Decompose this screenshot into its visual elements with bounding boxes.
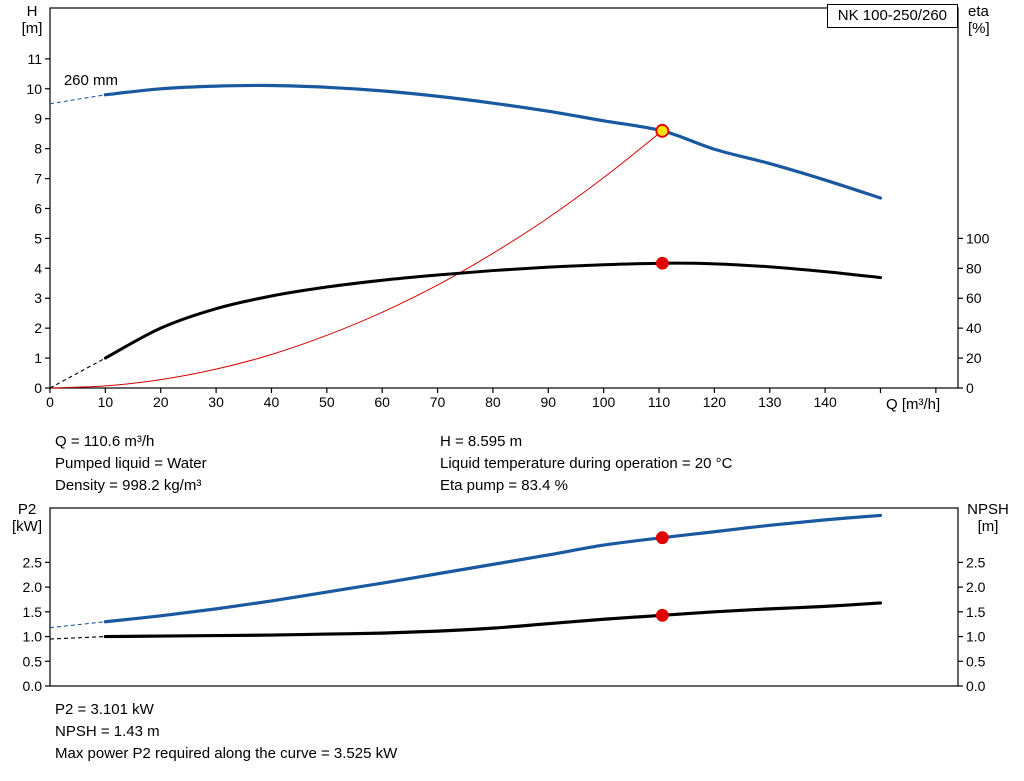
duty-info-left: Q = 110.6 m³/h Pumped liquid = Water Den… bbox=[55, 431, 207, 497]
max-power-line: Max power P2 required along the curve = … bbox=[55, 745, 398, 762]
head-chart-x-tick-label: 90 bbox=[541, 394, 557, 410]
head-chart-yright-tick-label: 80 bbox=[966, 260, 982, 276]
power-chart-yright-tick-label: 2.5 bbox=[966, 554, 986, 570]
power-chart-yright-tick-label: 1.5 bbox=[966, 604, 986, 620]
npsh-value-line: NPSH = 1.43 m bbox=[55, 723, 160, 740]
eta-curve-lead-dash bbox=[49, 357, 106, 389]
p2-axis-title: P2 [kW] bbox=[12, 501, 42, 535]
head-chart-yleft-tick-label: 0 bbox=[34, 380, 42, 396]
head-chart-x-tick-label: 70 bbox=[430, 394, 446, 410]
duty-point-h bbox=[655, 123, 670, 138]
duty-info-right: H = 8.595 m Liquid temperature during op… bbox=[440, 431, 732, 497]
head-chart-yleft-tick-label: 4 bbox=[34, 260, 42, 276]
power-chart-yright-tick-label: 1.0 bbox=[966, 629, 986, 645]
head-chart-yleft-tick-label: 10 bbox=[26, 81, 42, 97]
h-value-line: H = 8.595 m bbox=[440, 433, 523, 450]
head-chart-x-tick-label: 50 bbox=[319, 394, 335, 410]
power-chart-frame bbox=[49, 507, 959, 687]
head-chart-x-tick-label: 100 bbox=[592, 394, 616, 410]
p2-value-line: P2 = 3.101 kW bbox=[55, 701, 154, 718]
head-chart-yleft-tick-label: 2 bbox=[34, 320, 42, 336]
head-chart-x-tick-label: 60 bbox=[374, 394, 390, 410]
p2-curve-lead-dash bbox=[49, 621, 106, 629]
system-curve bbox=[49, 130, 663, 389]
head-chart-yleft-tick-label: 8 bbox=[34, 141, 42, 157]
head-chart-x-tick-label: 10 bbox=[98, 394, 114, 410]
head-chart-frame bbox=[49, 7, 959, 389]
h-curve-260mm-lead-dash bbox=[49, 94, 106, 105]
eta-axis-title: eta [%] bbox=[968, 3, 990, 37]
npsh-curve bbox=[103, 601, 883, 639]
head-chart-x-tick-label: 80 bbox=[485, 394, 501, 410]
head-chart-x-tick-label: 140 bbox=[813, 394, 837, 410]
head-chart-yleft-tick-label: 9 bbox=[34, 111, 42, 127]
h-curve-260mm bbox=[103, 83, 883, 200]
head-chart-x-tick-label: 120 bbox=[703, 394, 727, 410]
flow-axis-title: Q [m³/h] bbox=[886, 396, 941, 413]
temperature-line: Liquid temperature during operation = 20… bbox=[440, 455, 733, 472]
power-info: P2 = 3.101 kW NPSH = 1.43 m Max power P2… bbox=[55, 699, 397, 765]
q-value-line: Q = 110.6 m³/h bbox=[55, 433, 155, 450]
power-chart-yleft-tick-label: 2.5 bbox=[23, 554, 43, 570]
npsh-axis-title: NPSH [m] bbox=[967, 501, 1009, 535]
head-chart-x-tick-label: 0 bbox=[46, 394, 54, 410]
power-chart-yleft-tick-label: 1.0 bbox=[23, 629, 43, 645]
head-chart-x-tick-label: 20 bbox=[153, 394, 169, 410]
head-chart-yleft-tick-label: 1 bbox=[34, 350, 42, 366]
head-axis-title: H [m] bbox=[21, 3, 43, 37]
head-chart-yright-tick-label: 40 bbox=[966, 320, 982, 336]
power-chart-yleft-tick-label: 1.5 bbox=[23, 604, 43, 620]
p2-curve bbox=[103, 513, 883, 624]
head-chart-yright-tick-label: 0 bbox=[966, 380, 974, 396]
head-chart-x-tick-label: 130 bbox=[758, 394, 782, 410]
power-chart-yleft-tick-label: 0.0 bbox=[23, 678, 43, 694]
power-chart-yright-tick-label: 0.0 bbox=[966, 678, 986, 694]
pump-model-badge: NK 100-250/260 bbox=[826, 4, 958, 28]
duty-point-p2 bbox=[655, 531, 669, 545]
power-chart-yleft-tick-label: 2.0 bbox=[23, 579, 43, 595]
npsh-curve-lead-dash bbox=[49, 636, 106, 640]
power-chart-yleft-tick-label: 0.5 bbox=[23, 653, 43, 669]
head-chart-yright-tick-label: 100 bbox=[966, 230, 990, 246]
head-chart-yright-tick-label: 60 bbox=[966, 290, 982, 306]
head-chart-x-tick-label: 30 bbox=[208, 394, 224, 410]
power-chart-yright-tick-label: 2.0 bbox=[966, 579, 986, 595]
eta-pump-line: Eta pump = 83.4 % bbox=[440, 477, 568, 494]
head-chart-x-tick-label: 40 bbox=[264, 394, 280, 410]
head-chart-yright-tick-label: 20 bbox=[966, 350, 982, 366]
duty-point-npsh bbox=[655, 608, 669, 622]
head-chart-yleft-tick-label: 3 bbox=[34, 290, 42, 306]
eta-curve bbox=[103, 261, 882, 360]
head-chart-yleft-tick-label: 6 bbox=[34, 200, 42, 216]
head-chart-yleft-tick-label: 5 bbox=[34, 230, 42, 246]
duty-point-eta bbox=[655, 256, 669, 270]
pumped-liquid-line: Pumped liquid = Water bbox=[55, 455, 207, 472]
density-line: Density = 998.2 kg/m³ bbox=[55, 477, 202, 494]
head-chart-yleft-tick-label: 7 bbox=[34, 171, 42, 187]
head-chart-x-tick-label: 110 bbox=[648, 394, 671, 410]
curve-annotation: 260 mm bbox=[64, 72, 118, 89]
head-chart-yleft-tick-label: 11 bbox=[27, 51, 42, 67]
power-chart-yright-tick-label: 0.5 bbox=[966, 653, 986, 669]
